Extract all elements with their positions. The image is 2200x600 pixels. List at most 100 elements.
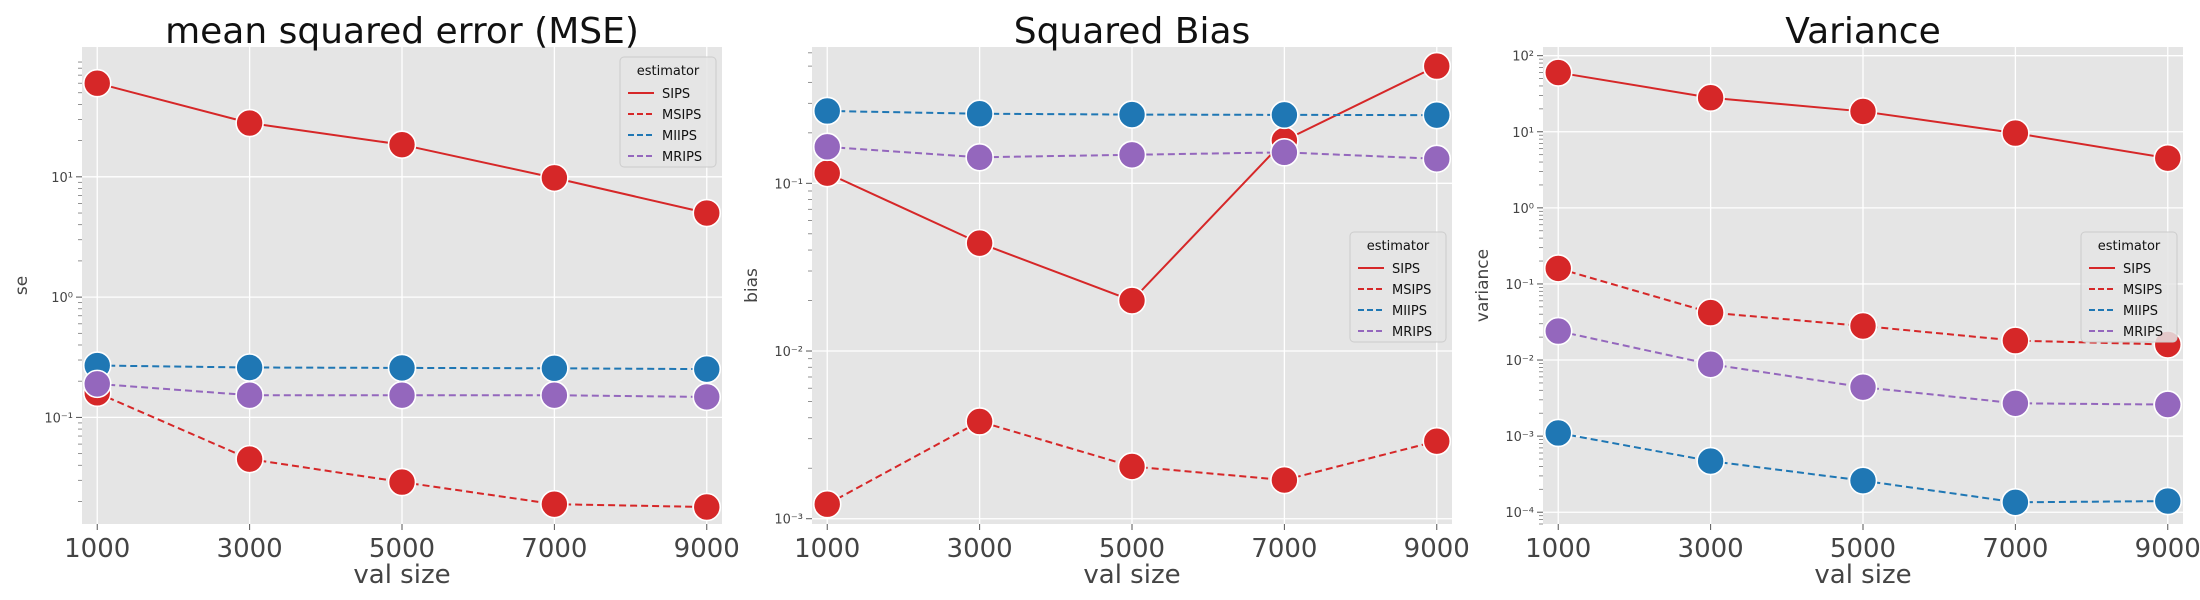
data-point-mrips [1543, 316, 1573, 346]
data-point-miips [540, 354, 569, 383]
data-point-miips [1270, 100, 1299, 130]
x-tick-label: 5000 [1830, 534, 1896, 564]
data-point-msips [2001, 326, 2030, 355]
minor-ticks [1539, 58, 1543, 525]
legend-title: estimator [2098, 239, 2161, 254]
data-point-msips [1270, 465, 1299, 495]
series-line-miips [97, 364, 707, 371]
x-tick-label: 9000 [674, 534, 740, 564]
data-point-msips [812, 489, 842, 519]
data-point-mrips [1696, 349, 1725, 379]
data-point-miips [1696, 446, 1725, 476]
data-point-sips [540, 163, 569, 193]
data-point-sips [1848, 97, 1878, 126]
legend-box [2080, 231, 2178, 343]
y-tick-label: 10⁻¹ [44, 411, 73, 426]
y-tick-label: 10⁻³ [1505, 430, 1534, 445]
data-point-sips [1543, 58, 1573, 87]
legend-label-mrips: MRIPS [1392, 325, 1432, 340]
plot-content [812, 51, 1452, 519]
data-point-sips [812, 158, 842, 188]
y-tick-label: 10¹ [51, 171, 73, 186]
data-point-msips [235, 444, 264, 474]
data-point-mrips [965, 142, 994, 172]
minor-ticks [78, 61, 82, 502]
data-point-sips [2153, 143, 2183, 173]
data-point-sips [1696, 83, 1725, 113]
data-point-miips [1117, 100, 1147, 129]
data-point-miips [692, 354, 722, 384]
legend-label-sips: SIPS [662, 87, 690, 102]
legend: estimator SIPS MSIPS MIIPS MRIPS [619, 56, 717, 168]
data-point-miips [235, 353, 264, 382]
data-point-mrips [2153, 390, 2183, 419]
x-tick-label: 7000 [1251, 534, 1317, 564]
legend-title: estimator [637, 64, 700, 79]
y-tick-label: 10⁻² [1505, 354, 1534, 369]
y-tick-label: 10⁰ [51, 291, 73, 306]
data-point-msips [1117, 452, 1147, 481]
data-point-miips [1543, 418, 1573, 448]
data-point-sips [1422, 51, 1452, 81]
data-point-msips [1422, 426, 1452, 456]
y-tick-label: 10⁰ [1512, 202, 1534, 217]
legend-box [1349, 231, 1447, 343]
legend-label-miips: MIIPS [662, 129, 697, 144]
data-point-miips [2001, 487, 2030, 517]
chart-title: Squared Bias [1014, 11, 1251, 52]
x-tick-label: 5000 [369, 534, 435, 564]
y-tick-label: 10² [1512, 50, 1534, 65]
legend-label-msips: MSIPS [1392, 283, 1431, 298]
x-tick-label: 7000 [1982, 534, 2048, 564]
series-line-mrips [97, 382, 707, 398]
data-point-msips [965, 407, 994, 436]
x-tick-label: 1000 [794, 534, 860, 564]
x-tick-label: 3000 [1678, 534, 1744, 564]
y-tick-label: 10¹ [1512, 126, 1534, 141]
y-tick-label: 10⁻³ [774, 513, 803, 528]
data-point-sips [692, 198, 722, 228]
legend: estimator SIPS MSIPS MIIPS MRIPS [1349, 231, 1447, 343]
legend-label-mrips: MRIPS [2123, 325, 2163, 340]
data-point-miips [387, 353, 417, 383]
data-point-mrips [82, 369, 112, 399]
data-point-miips [1422, 100, 1452, 130]
legend-label-miips: MIIPS [2123, 304, 2158, 319]
chart-panel-3: 10⁻⁴ 10⁻³ 10⁻² 10⁻¹ 10⁰ 10¹ 10² 1000 3000 5000 700… [1473, 11, 2200, 590]
data-point-msips [540, 489, 569, 519]
data-point-mrips [1422, 144, 1452, 174]
data-point-msips [1543, 254, 1573, 283]
x-axis-label: val size [353, 560, 450, 590]
data-point-miips [812, 96, 842, 126]
chart-panel-2: 10⁻³ 10⁻² 10⁻¹ 1000 3000 5000 7000 9000 Squared … [742, 11, 1470, 590]
data-point-msips [387, 467, 417, 497]
x-tick-label: 9000 [2135, 534, 2200, 564]
legend-label-sips: SIPS [1392, 262, 1420, 277]
data-point-msips [692, 492, 722, 522]
legend-label-miips: MIIPS [1392, 304, 1427, 319]
x-tick-label: 1000 [64, 534, 130, 564]
y-tick-label: 10⁻² [774, 345, 803, 360]
data-point-sips [1117, 286, 1147, 315]
series-line-miips [827, 109, 1437, 117]
data-point-mrips [1117, 140, 1147, 170]
data-point-miips [1848, 466, 1878, 495]
data-point-mrips [387, 380, 417, 410]
data-point-sips [387, 130, 417, 159]
legend-label-msips: MSIPS [2123, 283, 2162, 298]
x-tick-label: 3000 [217, 534, 283, 564]
minor-ticks [808, 52, 812, 469]
legend-label-sips: SIPS [2123, 262, 2151, 277]
data-point-miips [965, 99, 994, 129]
legend: estimator SIPS MSIPS MIIPS MRIPS [2080, 231, 2178, 343]
data-point-msips [1696, 298, 1725, 327]
legend-label-mrips: MRIPS [662, 150, 702, 165]
legend-label-msips: MSIPS [662, 108, 701, 123]
plot-content [82, 68, 722, 522]
y-tick-label: 10⁻¹ [1505, 278, 1534, 293]
y-tick-label: 10⁻¹ [774, 177, 803, 192]
y-tick-label: 10⁻⁴ [1505, 506, 1534, 521]
x-tick-label: 9000 [1404, 534, 1470, 564]
